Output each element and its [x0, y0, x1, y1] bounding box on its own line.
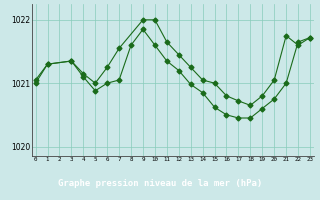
Text: Graphe pression niveau de la mer (hPa): Graphe pression niveau de la mer (hPa) — [58, 179, 262, 188]
